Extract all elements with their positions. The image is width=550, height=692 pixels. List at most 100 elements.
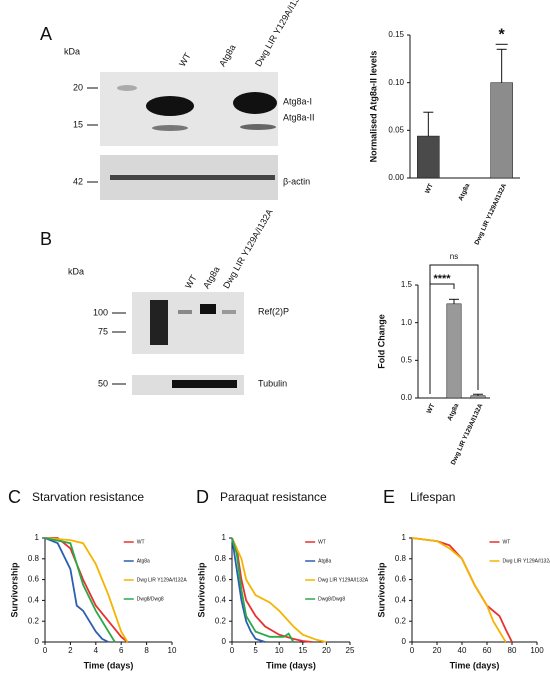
band-label: Tubulin [258,378,287,388]
panel-label: C [8,487,21,507]
legend-label: WT [318,539,326,545]
panel-label: A [40,24,52,44]
band [233,92,277,114]
legend-label: Dwg8/Dwg8 [318,596,345,602]
y-tick-label: 1.5 [401,280,413,289]
survival-line [231,537,313,643]
lane-label: Atg8a [217,43,237,68]
y-tick-label: 0.2 [395,616,407,625]
band [152,125,188,131]
blot-membrane [132,292,244,354]
x-axis-label: Time (days) [84,660,134,670]
lane-label: WT [183,273,199,291]
x-tick-label: 2 [68,646,73,655]
annotation: **** [433,273,451,285]
legend-label: Dwg LIR Y129A/I132A [137,577,188,583]
chart-title: Paraquat resistance [220,490,327,504]
legend-label: WT [137,539,145,545]
legend-label: Atg8a [318,558,331,564]
x-tick-label: 0 [410,646,415,655]
survival-line [44,537,129,643]
chart-title: Lifespan [410,490,455,504]
marker: 20 [73,82,83,92]
y-tick-label: 0.05 [388,125,404,134]
x-tick-label: Dwg LIR Y129A/I132A [473,182,508,246]
legend-label: WT [503,539,511,545]
y-tick-label: 0.8 [395,554,407,563]
marker: 75 [98,326,108,336]
y-axis-label: Survivorship [9,562,19,618]
band [172,380,237,388]
x-tick-label: 40 [458,646,467,655]
x-tick-label: 0 [230,646,235,655]
bracket [429,283,455,394]
band [178,310,192,314]
x-tick-label: WT [426,403,437,415]
lane-label: WT [177,51,193,69]
y-tick-label: 0.8 [28,554,40,563]
bar [417,135,440,179]
lane-label: Dwg LIR Y129A/I132A [221,207,275,290]
x-tick-label: Atg8a [446,402,460,422]
band [222,310,236,314]
x-axis-label: Time (days) [266,660,316,670]
band-label: Atg8a-II [283,112,315,122]
band [240,124,276,130]
blot-a: kDa WT Atg8a Dwg LIR Y129A/I132A 20 15 4… [64,0,315,200]
y-tick-label: 0.8 [215,554,227,563]
y-tick-label: 0.4 [28,596,40,605]
legend-label: Atg8a [137,558,150,564]
marker: 100 [93,307,108,317]
band [117,85,137,91]
x-tick-label: 60 [483,646,492,655]
y-tick-label: 0 [222,637,227,646]
y-tick-label: 1 [35,533,40,542]
x-tick-label: 10 [275,646,284,655]
y-tick-label: 0.4 [395,596,407,605]
y-tick-label: 0.6 [215,575,227,584]
x-tick-label: 10 [168,646,177,655]
band [200,304,216,314]
y-tick-label: 0.5 [401,355,413,364]
band-label: Atg8a-I [283,96,312,106]
survival-line [231,537,295,643]
panel-label: B [40,229,52,249]
survival-line [44,537,109,643]
legend-label: Dwg LIR Y129A/I132A [503,558,550,564]
marker: 15 [73,119,83,129]
y-tick-label: 1 [222,533,227,542]
blot-b: kDa WT Atg8a Dwg LIR Y129A/I132A 100 75 … [68,207,289,395]
x-axis-label: Time (days) [450,660,500,670]
marker: 50 [98,378,108,388]
unit: kDa [68,266,84,276]
y-tick-label: 1 [402,533,407,542]
y-tick-label: 0.2 [215,616,227,625]
y-tick-label: 0.6 [395,575,407,584]
x-tick-label: 15 [298,646,307,655]
panel-label: D [196,487,209,507]
x-tick-label: 6 [119,646,124,655]
y-tick-label: 0.00 [388,173,404,182]
band [110,175,275,180]
x-tick-label: 25 [346,646,355,655]
x-tick-label: Atg8a [457,182,471,202]
y-axis-label: Normalised Atg8a-II levels [368,51,378,163]
x-tick-label: 20 [433,646,442,655]
x-tick-label: 5 [253,646,258,655]
x-tick-label: 0 [43,646,48,655]
x-tick-label: WT [424,183,435,195]
x-tick-label: 8 [144,646,149,655]
band-label: β-actin [283,176,310,186]
legend-label: Dwg8/Dwg8 [137,596,164,602]
panel-label: E [383,487,395,507]
bar [470,395,486,399]
lane-label: Dwg LIR Y129A/I132A [253,0,307,68]
y-axis-label: Fold Change [376,314,386,369]
x-tick-label: 100 [530,646,544,655]
annotation: ns [450,252,458,261]
y-tick-label: 0.15 [388,30,404,39]
survival-line [44,537,116,643]
survival-line [231,537,327,643]
y-tick-label: 0.6 [28,575,40,584]
